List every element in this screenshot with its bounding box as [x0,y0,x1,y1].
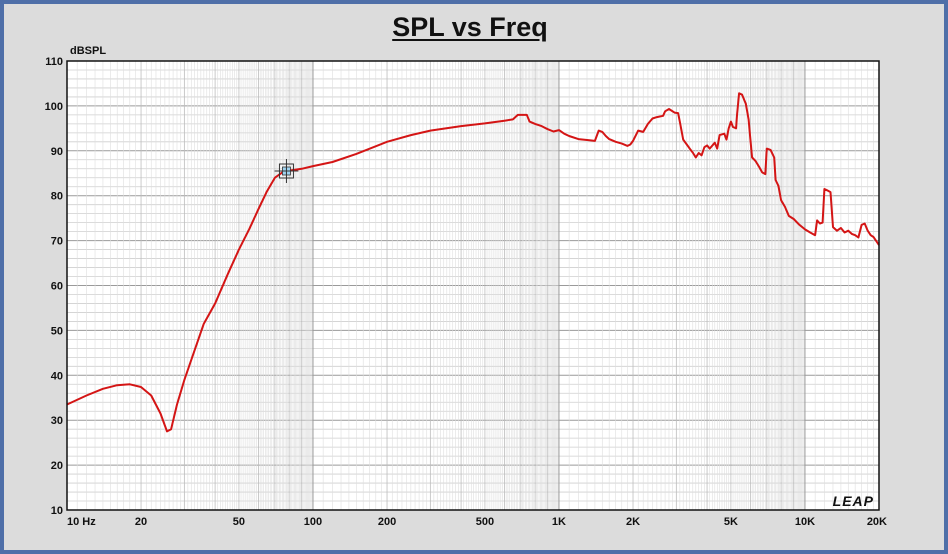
x-tick-label: 1K [552,516,566,528]
x-tick-label: 10 Hz [67,516,96,528]
y-tick-label: 30 [51,415,63,427]
y-tick-label: 100 [45,101,63,113]
y-tick-label: 110 [45,56,63,68]
leap-watermark: LEAP [833,493,874,509]
chart-title: SPL vs Freq [392,12,548,42]
y-tick-label: 90 [51,146,63,158]
plot-border [66,60,880,511]
y-tick-label: 40 [51,370,63,382]
x-tick-label: 10K [795,516,815,528]
x-tick-label: 500 [476,516,494,528]
x-tick-label: 200 [378,516,396,528]
y-tick-label: 80 [51,191,63,203]
x-tick-label: 5K [724,516,738,528]
grid-lines [66,60,880,511]
y-tick-label: 50 [51,325,63,337]
y-tick-label: 60 [51,281,63,293]
x-tick-label: 20 [135,516,147,528]
cursor-marker[interactable] [274,159,299,184]
y-tick-label: 70 [51,236,63,248]
x-tick-label: 2K [626,516,640,528]
x-tick-label: 50 [233,516,245,528]
y-tick-label: 10 [51,505,63,517]
x-tick-label: 20K [867,516,887,528]
x-tick-label: 100 [304,516,322,528]
y-tick-labels: 10 20 30 40 50 60 70 80 90 100 110 [45,56,63,517]
y-axis-label: dBSPL [70,45,106,57]
x-tick-labels: 10 Hz 20 50 100 200 500 1K 2K 5K 10K 20K [67,516,887,528]
y-tick-label: 20 [51,460,63,472]
